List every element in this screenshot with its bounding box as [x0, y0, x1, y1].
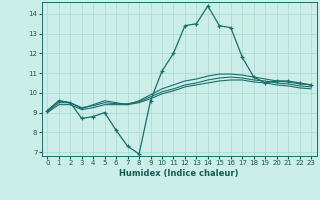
- X-axis label: Humidex (Indice chaleur): Humidex (Indice chaleur): [119, 169, 239, 178]
